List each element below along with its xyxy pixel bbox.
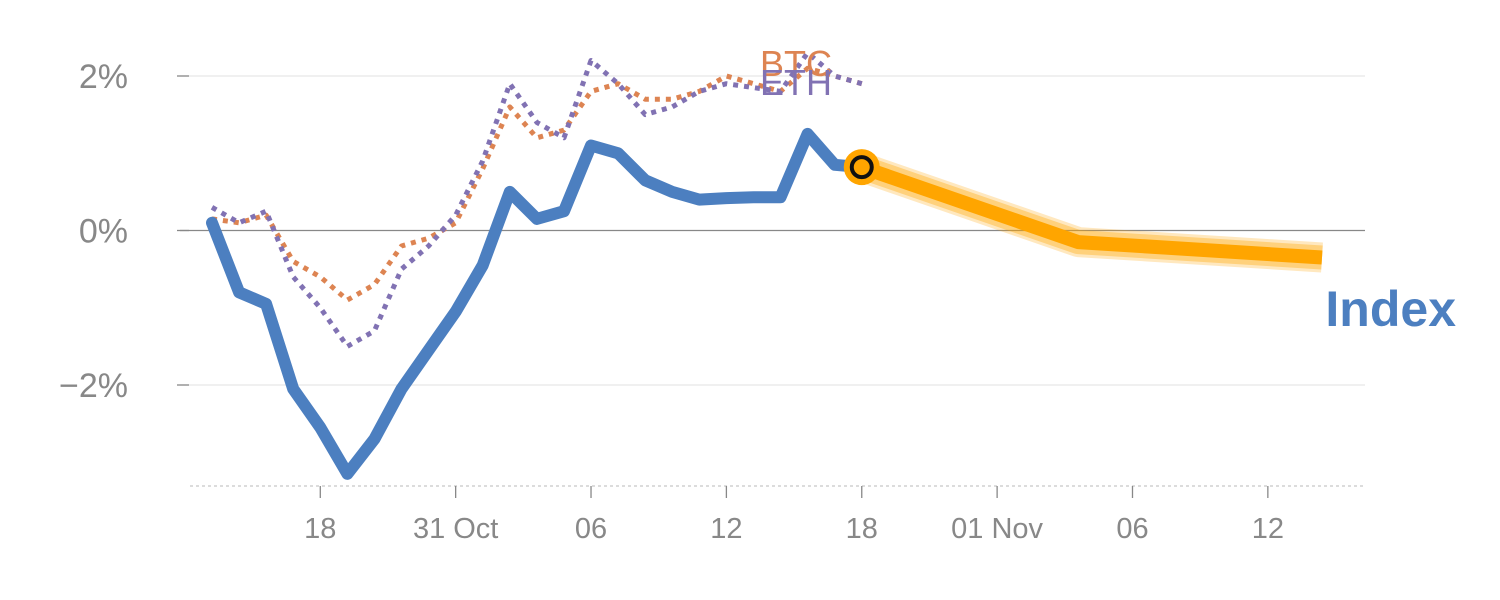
forecast-band [856, 153, 1323, 273]
series-labels: BTC ETH Index [760, 43, 1456, 337]
x-axis: 18 31 Oct 06 12 18 01 Nov 06 12 [190, 485, 1365, 545]
btc-line [211, 65, 863, 303]
x-tick-label: 18 [846, 513, 878, 545]
x-tick-label: 12 [1252, 513, 1284, 545]
x-tick-label: 12 [710, 513, 742, 545]
series-lines [206, 50, 868, 480]
x-tick-label: 31 Oct [413, 513, 498, 545]
eth-line [210, 50, 863, 349]
current-value-marker [843, 149, 880, 186]
x-tick-label: 01 Nov [951, 513, 1043, 545]
index-series-label: Index [1325, 281, 1456, 337]
current-point-inner [849, 155, 874, 180]
index-line [206, 127, 868, 480]
x-tick-label: 18 [304, 513, 336, 545]
y-tick-label: −2% [59, 367, 128, 405]
y-tick-label: 0% [79, 213, 128, 251]
eth-series-label: ETH [760, 62, 832, 103]
y-axis: −2% 0% 2% [59, 58, 189, 405]
x-tick-label: 06 [575, 513, 607, 545]
grid-lines [180, 75, 1365, 386]
btc-series-label: BTC [760, 43, 832, 84]
forecast-line [859, 160, 1323, 265]
x-tick-label: 06 [1116, 513, 1148, 545]
y-tick-label: 2% [79, 58, 128, 96]
